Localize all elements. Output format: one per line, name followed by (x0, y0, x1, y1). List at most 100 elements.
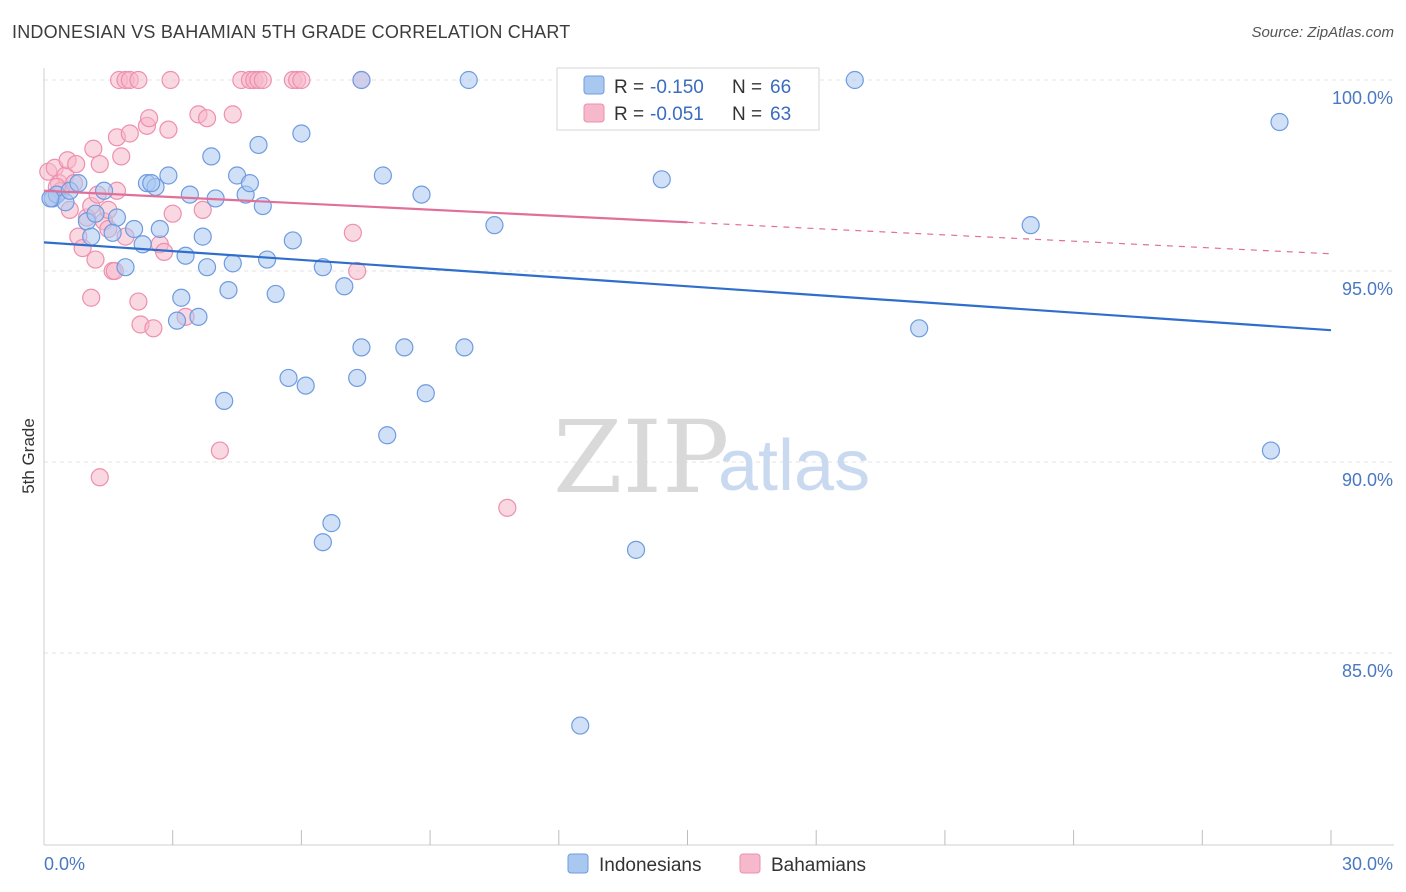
y-axis-title: 5th Grade (19, 418, 38, 494)
indonesians-point-42 (335, 277, 354, 296)
indonesians-point-63 (103, 223, 122, 242)
indonesians-point-10 (116, 258, 135, 277)
legend-r-label-2: R = (614, 104, 644, 125)
indonesians-point-16 (159, 166, 178, 185)
indonesians-point-43 (352, 70, 371, 90)
y-tick-label-3: 85.0% (1342, 661, 1393, 681)
bahamians-point-46 (197, 109, 217, 128)
indonesians-point-53 (485, 216, 504, 235)
indonesians-point-57 (845, 70, 864, 90)
indonesians-point-8 (94, 181, 114, 200)
watermark-zip: ZIP (553, 399, 729, 516)
indonesians-point-24 (202, 147, 221, 166)
bahamians-point-31 (120, 124, 139, 143)
y-tick-labels: 100.0% 95.0% 90.0% 85.0% (1332, 88, 1393, 681)
legend-n-label-2: N = (732, 104, 762, 125)
indonesians-point-39 (313, 258, 332, 277)
legend-n-value-1: 66 (770, 77, 791, 98)
bahamians-point-18 (90, 154, 109, 174)
bottom-legend-label-indonesians: Indonesians (599, 855, 701, 876)
bahamians-point-47 (210, 441, 229, 460)
indonesians-point-23 (197, 258, 217, 277)
indonesians-points (41, 70, 1289, 735)
y-tick-label-2: 90.0% (1342, 470, 1393, 490)
bottom-legend: Indonesians Bahamians (567, 853, 866, 876)
indonesians-point-49 (412, 185, 431, 204)
indonesians-point-4 (69, 174, 88, 193)
legend-swatch-blue (583, 75, 605, 95)
indonesians-trend-line (43, 241, 1332, 332)
x-tick-label-1: 30.0% (1342, 854, 1393, 874)
indonesians-point-26 (219, 281, 238, 300)
indonesians-point-58 (910, 319, 929, 338)
indonesians-point-51 (455, 338, 474, 357)
indonesians-point-37 (292, 124, 311, 143)
legend-r-value-1: -0.150 (650, 77, 704, 98)
bahamians-point-58 (348, 261, 367, 281)
indonesians-point-46 (373, 166, 393, 185)
indonesians-point-7 (86, 204, 105, 223)
indonesians-point-35 (279, 368, 298, 388)
indonesians-point-20 (180, 185, 199, 204)
indonesians-point-34 (266, 284, 285, 304)
bahamians-trend-line (43, 189, 688, 224)
watermark-atlas: atlas (718, 426, 870, 506)
legend-n-value-2: 63 (770, 104, 791, 125)
indonesians-point-17 (167, 311, 187, 330)
bahamians-point-53 (253, 70, 272, 90)
trend-lines (43, 189, 1332, 332)
bahamians-point-60 (498, 498, 517, 517)
bahamians-point-16 (86, 250, 105, 269)
x-tick-labels: 0.0% 30.0% (44, 830, 1393, 874)
bahamians-point-17 (90, 468, 109, 487)
bottom-legend-swatch-pink (739, 853, 761, 874)
indonesians-point-9 (107, 208, 127, 227)
bottom-legend-label-bahamians: Bahamians (771, 855, 866, 876)
indonesians-point-61 (1270, 112, 1289, 132)
indonesians-point-22 (193, 227, 212, 246)
indonesians-point-11 (124, 219, 144, 239)
indonesians-point-54 (571, 716, 590, 735)
indonesians-point-55 (626, 540, 646, 559)
bahamians-point-37 (144, 319, 163, 338)
bahamians-point-33 (129, 292, 148, 311)
indonesians-point-60 (1261, 441, 1281, 460)
bahamians-point-32 (129, 70, 148, 90)
indonesians-point-48 (395, 338, 414, 357)
y-tick-label-0: 100.0% (1332, 88, 1393, 108)
indonesians-point-52 (459, 70, 478, 90)
indonesians-point-38 (296, 376, 315, 395)
indonesians-point-19 (176, 246, 195, 265)
gridlines (44, 79, 1394, 654)
indonesians-point-31 (249, 135, 268, 155)
indonesians-point-40 (313, 533, 332, 552)
indonesians-point-6 (82, 227, 101, 246)
indonesians-point-30 (240, 174, 260, 193)
legend-r-label-1: R = (614, 77, 644, 98)
bahamians-point-41 (161, 70, 180, 90)
indonesians-point-15 (150, 219, 169, 239)
indonesians-point-25 (215, 391, 234, 410)
bahamians-point-45 (193, 200, 212, 219)
legend-n-label-1: N = (732, 77, 762, 98)
bahamians-point-15 (84, 139, 103, 158)
indonesians-point-44 (348, 368, 367, 388)
bahamians-point-36 (140, 109, 159, 128)
bahamians-point-27 (112, 147, 131, 166)
bahamians-point-40 (159, 120, 178, 139)
legend-swatch-pink (583, 103, 605, 123)
source-label: Source: ZipAtlas.com (1251, 24, 1394, 41)
indonesians-point-56 (652, 170, 671, 189)
indonesians-point-50 (416, 384, 435, 403)
legend-r-value-2: -0.051 (650, 104, 704, 125)
indonesians-point-21 (189, 307, 208, 326)
y-tick-label-1: 95.0% (1342, 279, 1393, 299)
bahamians-point-48 (223, 105, 242, 124)
indonesians-point-62 (41, 189, 60, 208)
indonesians-point-27 (223, 254, 242, 273)
indonesians-point-18 (172, 288, 191, 307)
bahamians-trend-line-extension (687, 221, 1332, 255)
legend: R = -0.150 N = 66 R = -0.051 N = 63 (556, 67, 820, 131)
bahamians-point-9 (67, 154, 86, 174)
